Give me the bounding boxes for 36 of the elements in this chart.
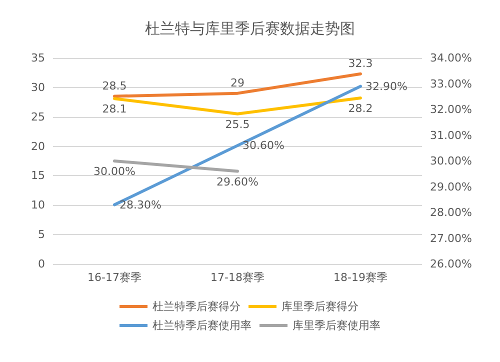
x-tick-label: 16-17赛季 [88,271,142,284]
y2-tick-label: 30.00% [430,154,472,168]
data-label: 32.3 [348,56,373,70]
data-label: 28.1 [102,102,127,116]
y-tick-label: 15 [31,169,45,182]
y2-tick-label: 26.00% [430,258,472,270]
data-label: 28.30% [120,198,162,212]
y-tick-label: 20 [31,140,45,153]
y-tick-label: 30 [31,80,45,94]
legend-label: 库里季后赛得分 [282,300,358,313]
y2-tick-label: 33.00% [430,77,472,90]
x-tick-label: 17-18赛季 [210,271,264,284]
y2-tick-label: 31.00% [430,128,472,142]
data-label: 29 [230,76,244,90]
y2-tick-label: 27.00% [430,232,472,245]
legend-label: 杜兰特季后赛得分 [152,300,240,313]
data-label: 30.60% [242,139,284,152]
chart-title: 杜兰特与库里季后赛数据走势图 [145,20,355,38]
data-label: 28.5 [102,79,127,92]
legend-label: 杜兰特季后赛使用率 [152,319,252,332]
data-label: 29.60% [216,175,258,188]
data-label: 32.90% [366,80,408,93]
y-tick-label: 25 [31,110,45,124]
y2-tick-label: 28.00% [430,206,472,219]
legend-label: 库里季后赛使用率 [292,319,380,332]
y2-tick-label: 34.00% [430,52,472,64]
y-tick-label: 5 [38,228,45,242]
y-tick-label: 10 [31,198,45,212]
y2-tick-label: 32.00% [430,103,472,116]
y-tick-label: 35 [31,52,45,64]
y-tick-label: 0 [38,258,45,270]
x-tick-label: 18-19赛季 [334,271,388,284]
data-label: 25.5 [225,118,250,131]
data-label: 30.00% [94,165,136,178]
data-label: 28.2 [348,102,373,116]
y2-tick-label: 29.00% [430,180,472,194]
